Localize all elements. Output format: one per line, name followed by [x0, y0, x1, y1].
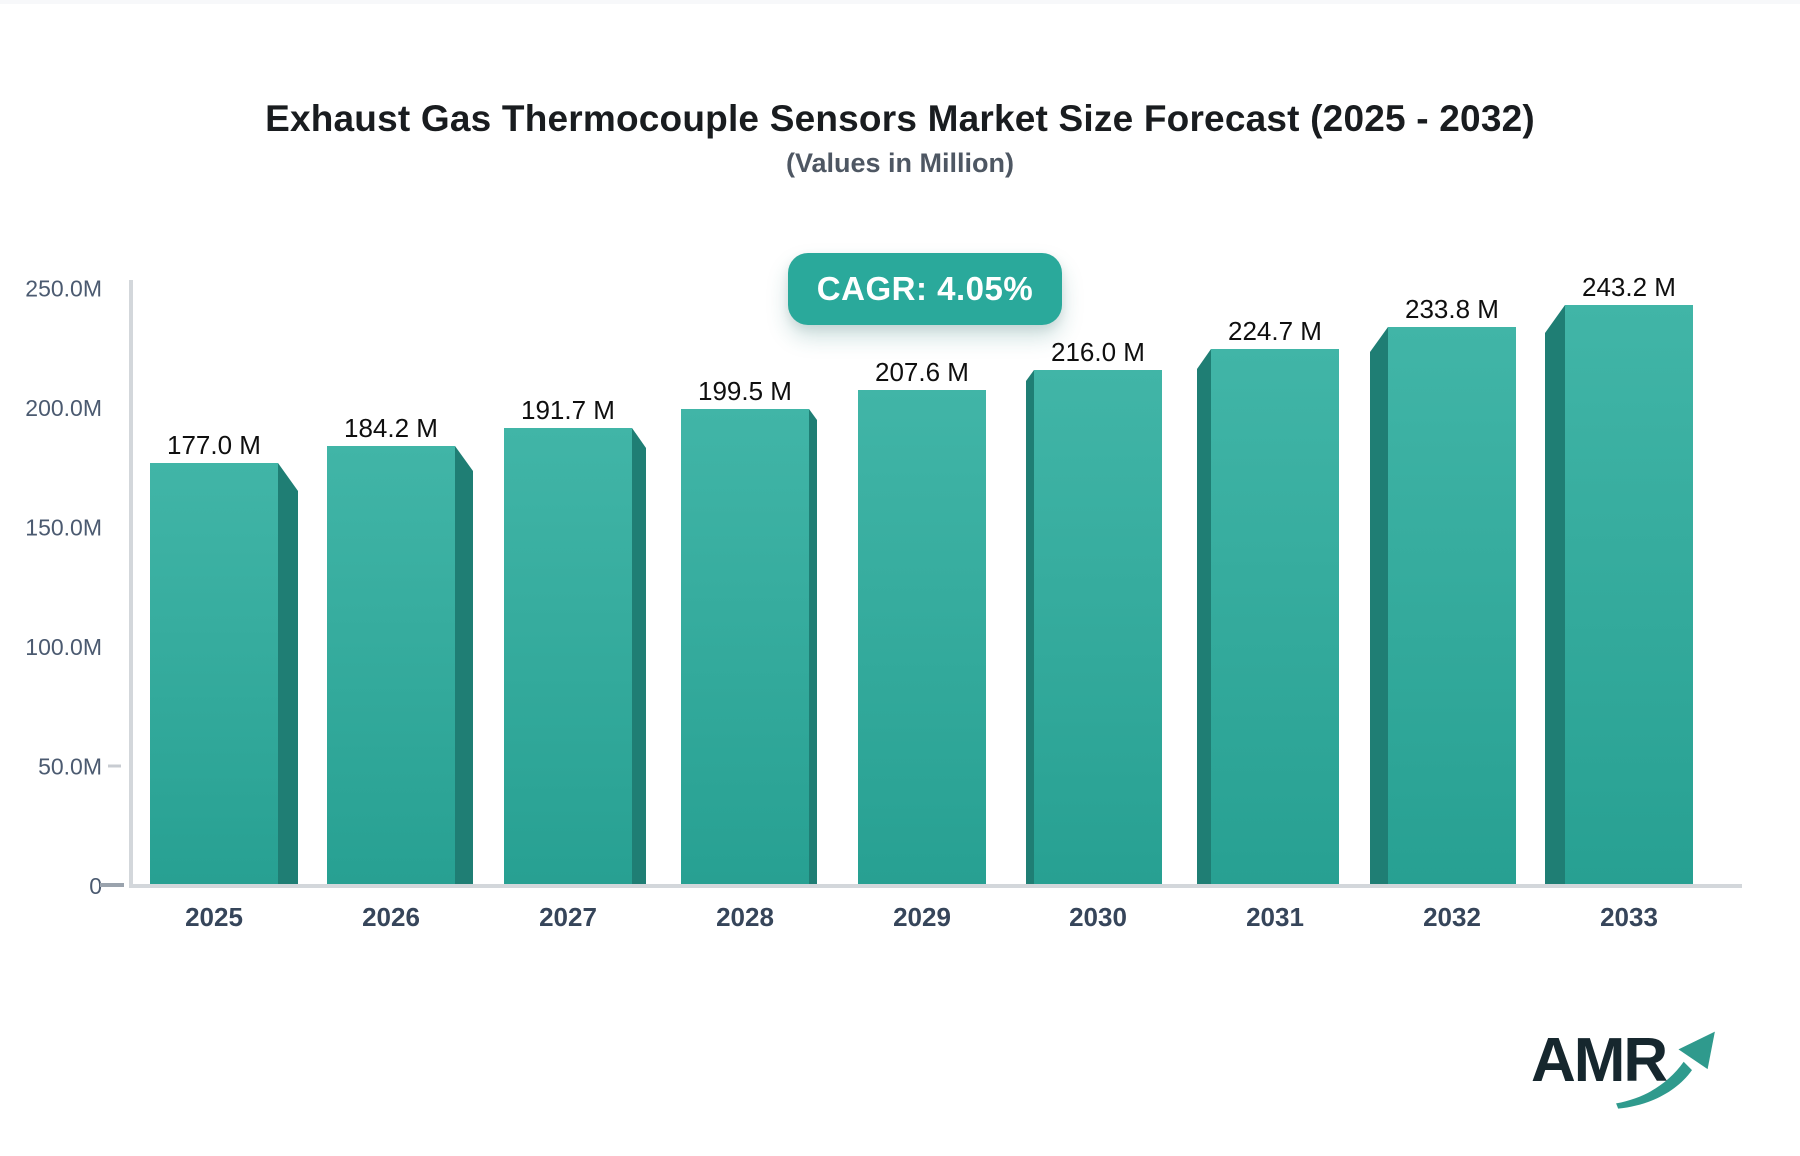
- bar-side-2027: [632, 428, 646, 888]
- y-axis-tick-zero: [100, 883, 124, 887]
- top-border: [0, 0, 1800, 4]
- y-axis-label: 150.0M: [25, 515, 102, 541]
- bar-value-label-2028: 199.5 M: [698, 376, 792, 406]
- chart-subtitle: (Values in Million): [785, 148, 1015, 178]
- cagr-badge: CAGR: 4.05%: [788, 253, 1062, 325]
- cagr-badge-text: CAGR: 4.05%: [816, 270, 1034, 307]
- y-axis-label: 250.0M: [25, 276, 102, 302]
- x-axis-label-2030: 2030: [1069, 902, 1127, 932]
- amr-logo-text: AMR: [1531, 1026, 1668, 1095]
- x-axis-label-2033: 2033: [1600, 902, 1658, 932]
- bar-2033: [1565, 305, 1693, 888]
- bar-value-label-2030: 216.0 M: [1051, 337, 1145, 367]
- bar-2027: [504, 428, 632, 888]
- bar-side-2032: [1370, 327, 1388, 888]
- bar-2025: [150, 463, 278, 888]
- bar-2028: [681, 409, 809, 888]
- x-axis-label-2028: 2028: [716, 902, 774, 932]
- bar-2031: [1211, 349, 1339, 888]
- bar-side-2031: [1197, 349, 1211, 888]
- bar-value-label-2029: 207.6 M: [875, 357, 969, 387]
- bar-value-label-2027: 191.7 M: [521, 395, 615, 425]
- bar-value-label-2025: 177.0 M: [167, 430, 261, 460]
- amr-logo-arrow-icon: [1616, 1031, 1715, 1109]
- bar-side-2025: [278, 463, 298, 888]
- x-axis-label-2026: 2026: [362, 902, 420, 932]
- x-axis-label-2029: 2029: [893, 902, 951, 932]
- y-axis-label: 0: [89, 873, 102, 899]
- bar-value-label-2026: 184.2 M: [344, 413, 438, 443]
- bar-value-label-2032: 233.8 M: [1405, 294, 1499, 324]
- y-axis-tick-50m: [108, 764, 121, 768]
- bar-2029: [858, 390, 986, 888]
- chart-title: Exhaust Gas Thermocouple Sensors Market …: [265, 98, 1535, 139]
- x-axis-label-2032: 2032: [1423, 902, 1481, 932]
- bar-value-label-2033: 243.2 M: [1582, 272, 1676, 302]
- bar-2026: [327, 446, 455, 888]
- x-axis-label-2031: 2031: [1246, 902, 1304, 932]
- y-axis-line: [129, 280, 133, 888]
- bar-side-2033: [1545, 305, 1565, 888]
- bar-side-2030: [1026, 370, 1034, 888]
- bar-2030: [1034, 370, 1162, 888]
- x-axis-label-2025: 2025: [185, 902, 243, 932]
- bar-2032: [1388, 327, 1516, 888]
- x-axis-line: [129, 884, 1742, 888]
- x-axis-label-2027: 2027: [539, 902, 597, 932]
- bar-side-2028: [809, 409, 817, 888]
- bar-value-label-2031: 224.7 M: [1228, 316, 1322, 346]
- y-axis-label: 50.0M: [38, 754, 102, 780]
- amr-logo: AMR: [1531, 1030, 1731, 1125]
- y-axis-label: 200.0M: [25, 395, 102, 421]
- y-axis-label: 100.0M: [25, 634, 102, 660]
- bar-side-2026: [455, 446, 473, 888]
